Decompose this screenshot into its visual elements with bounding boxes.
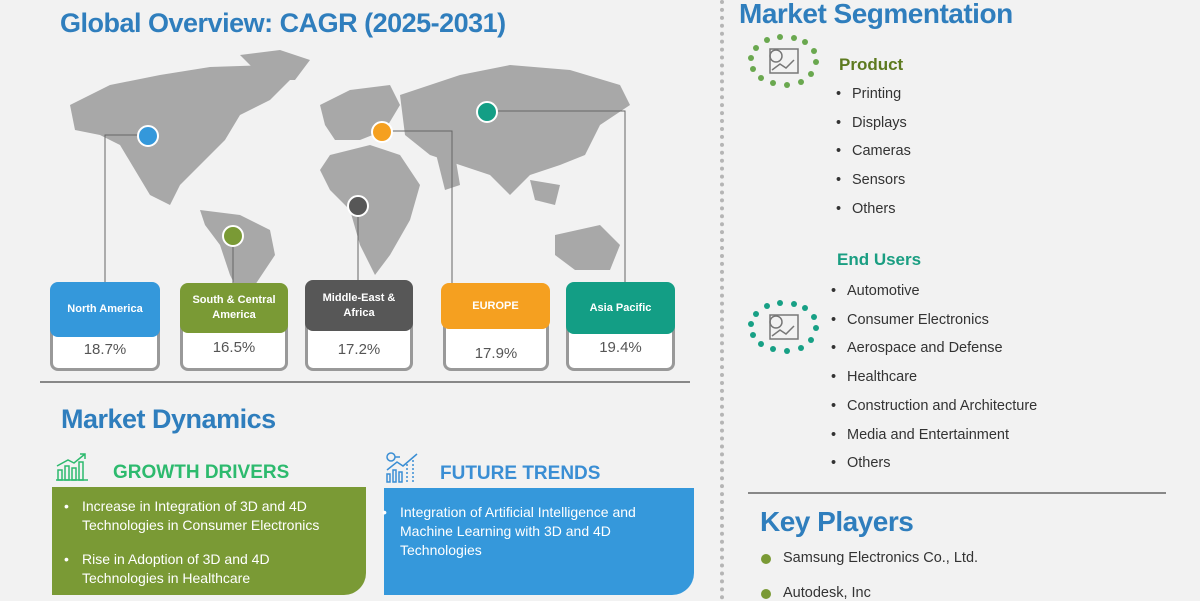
product-item: Printing — [836, 80, 911, 109]
dynamics-title: Market Dynamics — [61, 404, 276, 434]
key-player-item: Samsung Electronics Co., Ltd. — [783, 550, 979, 566]
end-users-icon — [748, 300, 819, 354]
bullet-icon — [761, 589, 771, 599]
pin-south-central-america — [222, 225, 244, 247]
bullet-icon — [761, 554, 771, 564]
growth-driver-item: Rise in Adoption of 3D and 4D Technologi… — [64, 550, 354, 588]
region-south-central-america: South & Central America — [180, 283, 288, 333]
future-trends-box: Integration of Artificial Intelligence a… — [382, 488, 694, 595]
future-trends-icon — [386, 452, 418, 483]
overview-title: Global Overview: CAGR (2025-2031) — [60, 8, 506, 38]
growth-drivers-heading: GROWTH DRIVERS — [113, 462, 290, 483]
product-list: Printing Displays Cameras Sensors Others — [836, 80, 911, 224]
product-heading: Product — [839, 55, 904, 74]
future-trend-item: Integration of Artificial Intelligence a… — [382, 503, 682, 560]
future-trends-heading: FUTURE TRENDS — [440, 463, 601, 484]
divider — [748, 492, 1166, 494]
end-user-item: Others — [831, 449, 1037, 478]
region-middle-east-africa: Middle-East & Africa — [305, 280, 413, 331]
world-map — [70, 50, 630, 295]
end-user-item: Automotive — [831, 277, 1037, 306]
region-asia-pacific: Asia Pacific — [566, 282, 675, 334]
product-icon — [748, 34, 819, 88]
end-user-item: Healthcare — [831, 363, 1037, 392]
pin-north-america — [137, 125, 159, 147]
pin-europe — [371, 121, 393, 143]
key-players-title: Key Players — [760, 506, 914, 537]
end-user-item: Consumer Electronics — [831, 306, 1037, 335]
pin-asia-pacific — [476, 101, 498, 123]
end-users-heading: End Users — [837, 250, 922, 269]
segmentation-title: Market Segmentation — [739, 0, 1013, 29]
region-north-america: North America — [50, 282, 160, 337]
growth-driver-item: Increase in Integration of 3D and 4D Tec… — [64, 497, 354, 535]
end-user-item: Construction and Architecture — [831, 392, 1037, 421]
product-item: Displays — [836, 109, 911, 138]
key-player-item: Autodesk, Inc — [783, 585, 871, 601]
product-item: Sensors — [836, 166, 911, 195]
pin-middle-east-africa — [347, 195, 369, 217]
growth-drivers-box: Increase in Integration of 3D and 4D Tec… — [52, 487, 366, 595]
region-europe: EUROPE — [441, 283, 550, 329]
dotted-separator — [720, 0, 724, 600]
product-item: Cameras — [836, 137, 911, 166]
end-users-list: Automotive Consumer Electronics Aerospac… — [831, 277, 1037, 478]
product-item: Others — [836, 195, 911, 224]
growth-chart-icon — [56, 453, 88, 481]
end-user-item: Aerospace and Defense — [831, 334, 1037, 363]
divider — [40, 381, 690, 383]
end-user-item: Media and Entertainment — [831, 421, 1037, 450]
